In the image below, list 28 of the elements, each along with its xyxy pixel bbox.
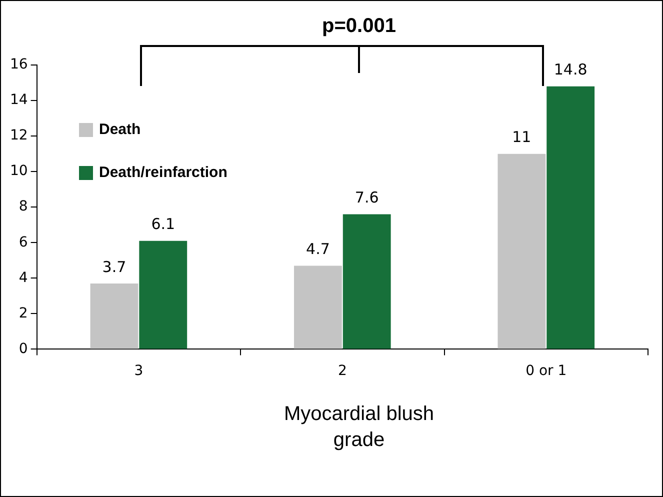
y-tick-label: 14 — [10, 92, 28, 108]
data-label: 6.1 — [151, 215, 176, 234]
data-label: 4.7 — [306, 240, 330, 258]
y-tick-label: 4 — [18, 270, 28, 286]
bar — [546, 86, 595, 349]
x-axis-title: Myocardial blush grade — [282, 402, 436, 453]
bar — [294, 266, 342, 349]
x-tick-label: 2 — [338, 363, 347, 380]
bar — [498, 154, 546, 349]
data-label: 11 — [512, 128, 532, 146]
x-tick-label: 0 or 1 — [526, 363, 567, 380]
y-tick-label: 2 — [18, 305, 28, 322]
x-tick-label: 3 — [134, 363, 144, 380]
bar — [342, 214, 391, 349]
y-tick-label: 16 — [10, 56, 28, 73]
bar — [139, 240, 188, 349]
y-tick-label: 6 — [18, 234, 28, 250]
y-tick-label: 12 — [10, 128, 28, 144]
y-tick-label: 8 — [18, 198, 28, 215]
bar — [90, 283, 138, 349]
y-tick-label: 0 — [18, 340, 28, 357]
data-label: 3.7 — [102, 258, 126, 276]
text: p=0.001 — [321, 15, 397, 38]
data-label: 14.8 — [554, 60, 588, 79]
data-label: 7.6 — [354, 188, 379, 207]
legend-label: Death/reinfarction — [99, 164, 228, 181]
legend-label: Death — [99, 121, 141, 138]
y-tick-label: 10 — [10, 163, 28, 180]
